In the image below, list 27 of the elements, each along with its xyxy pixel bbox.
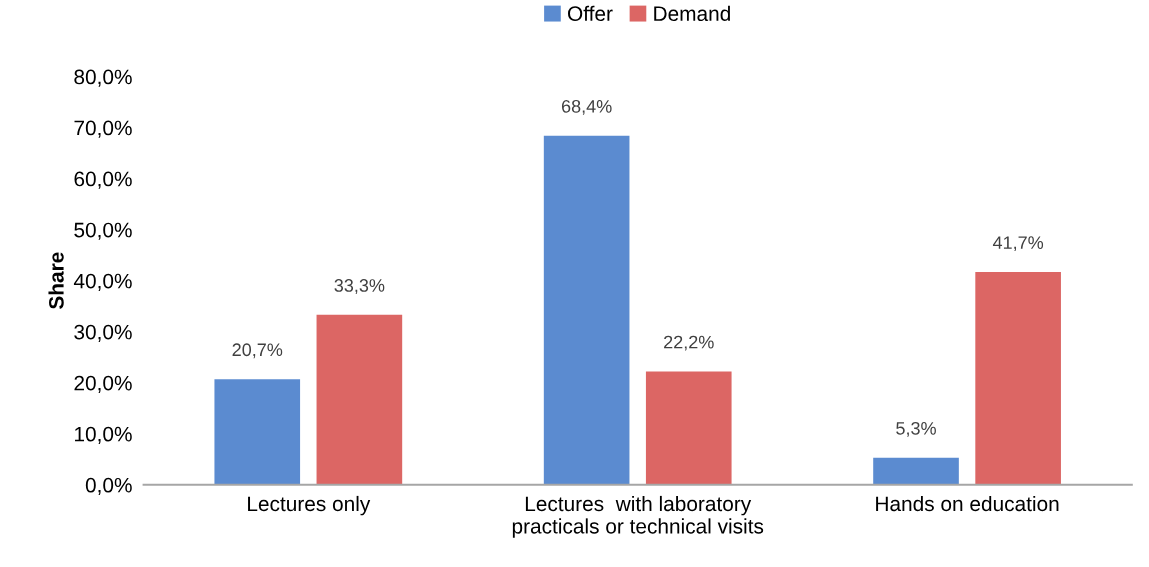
x-tick-label: Lectures with laboratory practicals or technical visits	[512, 495, 764, 538]
bar	[975, 271, 1061, 485]
legend-label: Offer	[568, 5, 613, 22]
legend-label: Demand	[654, 5, 730, 22]
y-axis-title: Share	[48, 252, 64, 310]
data-label: 68,4%	[561, 99, 612, 115]
data-label: 33,3%	[334, 279, 385, 294]
bar	[316, 314, 403, 485]
y-tick-label: 40,0%	[73, 273, 132, 291]
y-tick-label: 0,0%	[85, 477, 132, 495]
data-label: 41,7%	[992, 236, 1044, 252]
x-tick-label: Hands on education	[876, 495, 1059, 512]
bar	[873, 457, 959, 485]
y-tick-label: 60,0%	[74, 171, 132, 189]
y-tick-label: 10,0%	[75, 426, 132, 444]
data-label: 5,3%	[896, 421, 936, 437]
bar	[214, 379, 301, 485]
x-tick-label: Lectures only	[248, 495, 371, 516]
y-tick-label: 80,0%	[74, 69, 132, 87]
y-tick-label: 20,0%	[74, 375, 132, 393]
y-tick-label: 50,0%	[74, 222, 132, 240]
y-tick-label: 70,0%	[74, 120, 132, 138]
bar	[543, 135, 630, 485]
y-tick-label: 30,0%	[74, 324, 132, 342]
bar	[645, 371, 732, 485]
data-label: 20,7%	[232, 343, 283, 359]
data-label: 22,2%	[664, 335, 714, 351]
